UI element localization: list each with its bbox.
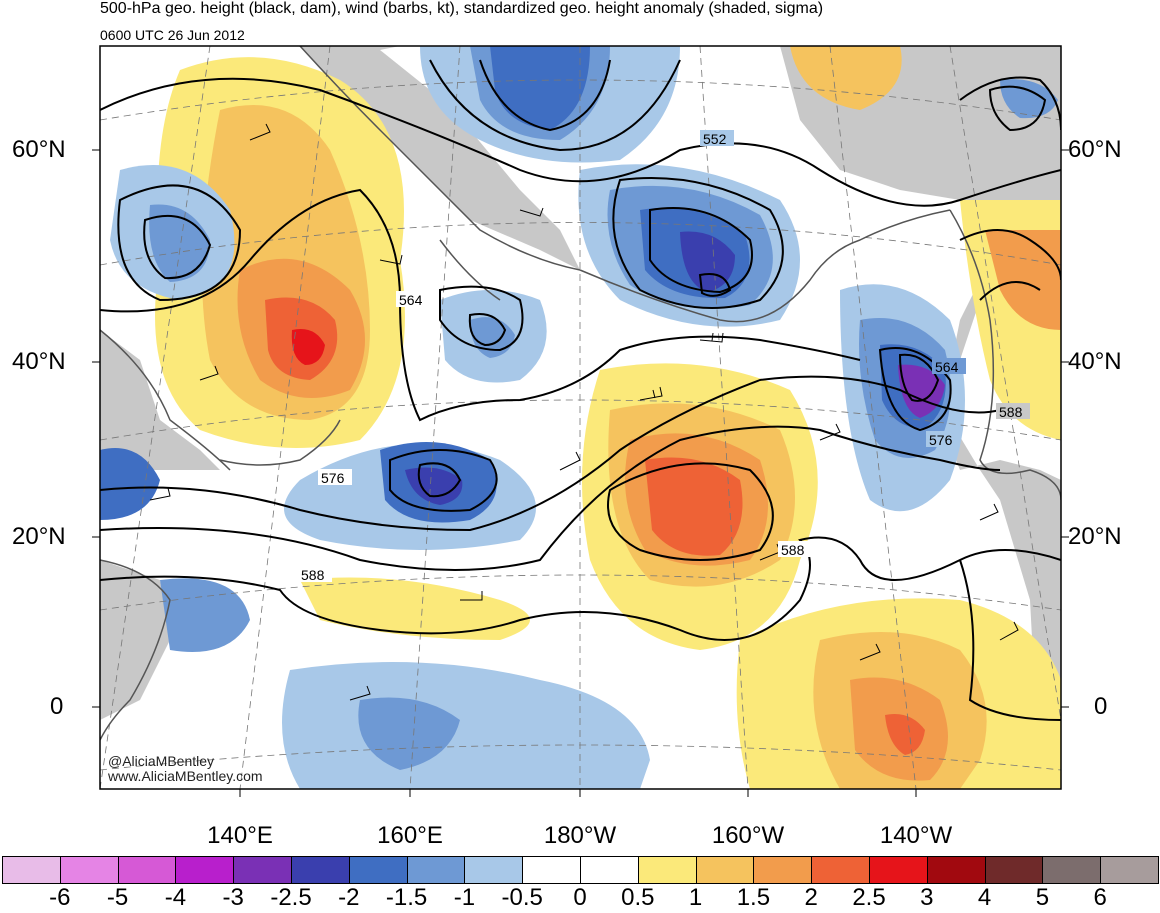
map-plot-area: 552 564 564 576 576 588 588 588 xyxy=(100,46,1061,789)
colorbar-swatch xyxy=(117,856,177,884)
lat-label-left: 0 xyxy=(50,693,64,720)
contour-label: 564 xyxy=(935,359,959,375)
contour-label: 564 xyxy=(399,292,423,308)
colorbar-swatch xyxy=(753,856,813,884)
lat-label-right: 20°N xyxy=(1068,523,1122,550)
colorbar-label: 3 xyxy=(920,884,934,911)
positive-anomaly-9 xyxy=(645,457,743,556)
colorbar-label: -0.5 xyxy=(501,884,543,911)
lon-label: 160°E xyxy=(377,822,443,849)
credit-website: www.AliciaMBentley.com xyxy=(108,768,263,784)
colorbar-swatch xyxy=(233,856,292,884)
colorbar-swatch xyxy=(175,856,235,884)
positive-anomaly-17 xyxy=(790,46,902,110)
colorbar-label: 1 xyxy=(688,884,703,911)
colorbar-swatch xyxy=(348,856,408,884)
graticule xyxy=(100,46,1061,789)
colorbar-label: 6 xyxy=(1093,884,1107,911)
colorbar-label: -5 xyxy=(106,884,129,911)
colorbar-swatch xyxy=(291,856,350,884)
valid-time: 0600 UTC 26 Jun 2012 xyxy=(100,27,245,43)
colorbar-label: 0 xyxy=(573,884,587,911)
colorbar-swatch xyxy=(522,856,581,884)
colorbar-swatch xyxy=(406,856,466,884)
colorbar-label: 2.5 xyxy=(852,884,886,911)
colorbar-label: 2 xyxy=(804,884,818,911)
positive-anomaly-5 xyxy=(291,329,325,365)
contour-label: 588 xyxy=(781,542,805,558)
colorbar-label: 5 xyxy=(1035,884,1050,911)
colorbar-label: 4 xyxy=(977,884,992,911)
contour-labels: 552 564 564 576 576 588 588 588 xyxy=(298,130,1030,583)
lon-label: 180°W xyxy=(543,822,617,849)
credit-handle: @AliciaMBentley xyxy=(108,753,215,769)
negative-anomaly-20 xyxy=(160,578,250,652)
anomaly-shading xyxy=(100,46,1061,789)
coastlines xyxy=(100,46,1061,741)
colorbar-swatch xyxy=(869,856,928,884)
positive-anomaly-12 xyxy=(300,577,530,640)
negative-anomaly-19 xyxy=(100,448,160,520)
negative-anomaly-5 xyxy=(490,46,590,130)
positive-anomaly-16 xyxy=(885,714,925,755)
contour-label: 576 xyxy=(321,470,345,486)
lon-label: 140°E xyxy=(207,822,273,849)
frame-ticks xyxy=(92,149,1069,797)
colorbar-swatch xyxy=(811,856,870,884)
lat-label-left: 40°N xyxy=(12,348,66,375)
colorbar-label: -3 xyxy=(222,884,244,911)
height-contours xyxy=(100,59,1061,721)
colorbar-swatch xyxy=(1042,856,1102,884)
contour-label: 576 xyxy=(929,432,953,448)
lon-label: 140°W xyxy=(879,822,953,849)
negative-anomaly-2 xyxy=(149,204,210,282)
colorbar-label: -6 xyxy=(49,884,71,911)
lat-label-left: 60°N xyxy=(12,136,66,163)
colorbar-swatch xyxy=(926,856,986,884)
contour-label: 588 xyxy=(999,404,1023,420)
lat-label-right: 60°N xyxy=(1068,136,1122,163)
lat-label-right: 40°N xyxy=(1068,348,1122,375)
negative-anomaly-22 xyxy=(358,697,460,770)
colorbar-swatch xyxy=(637,856,697,884)
positive-anomaly-11 xyxy=(985,230,1061,330)
colorbar-label: -2.5 xyxy=(270,884,312,911)
colorbar-swatch xyxy=(2,856,61,884)
colorbar-swatch xyxy=(59,856,119,884)
lat-label-right: 0 xyxy=(1094,693,1108,720)
colorbar-label: 0.5 xyxy=(621,884,655,911)
contour-label: 552 xyxy=(703,131,727,147)
lat-label-left: 20°N xyxy=(12,523,66,550)
colorbar-label: -1.5 xyxy=(385,884,428,911)
colorbar-swatch xyxy=(1100,856,1159,884)
colorbar-swatch xyxy=(464,856,524,884)
contour-label: 588 xyxy=(301,567,325,583)
figure-title: 500-hPa geo. height (black, dam), wind (… xyxy=(100,0,824,17)
maritime-land xyxy=(100,560,170,720)
colorbar-swatch xyxy=(984,856,1044,884)
colorbar-swatch xyxy=(580,856,639,884)
colorbar-label: -2 xyxy=(338,884,360,911)
colorbar-label: 1.5 xyxy=(736,884,771,911)
lon-label: 160°W xyxy=(711,822,785,849)
colorbar-label: -1 xyxy=(453,884,476,911)
colorbar-label: -4 xyxy=(164,884,187,911)
colorbar-swatch xyxy=(695,856,755,884)
siberia-land xyxy=(100,46,580,270)
negative-anomaly-21 xyxy=(282,662,650,789)
